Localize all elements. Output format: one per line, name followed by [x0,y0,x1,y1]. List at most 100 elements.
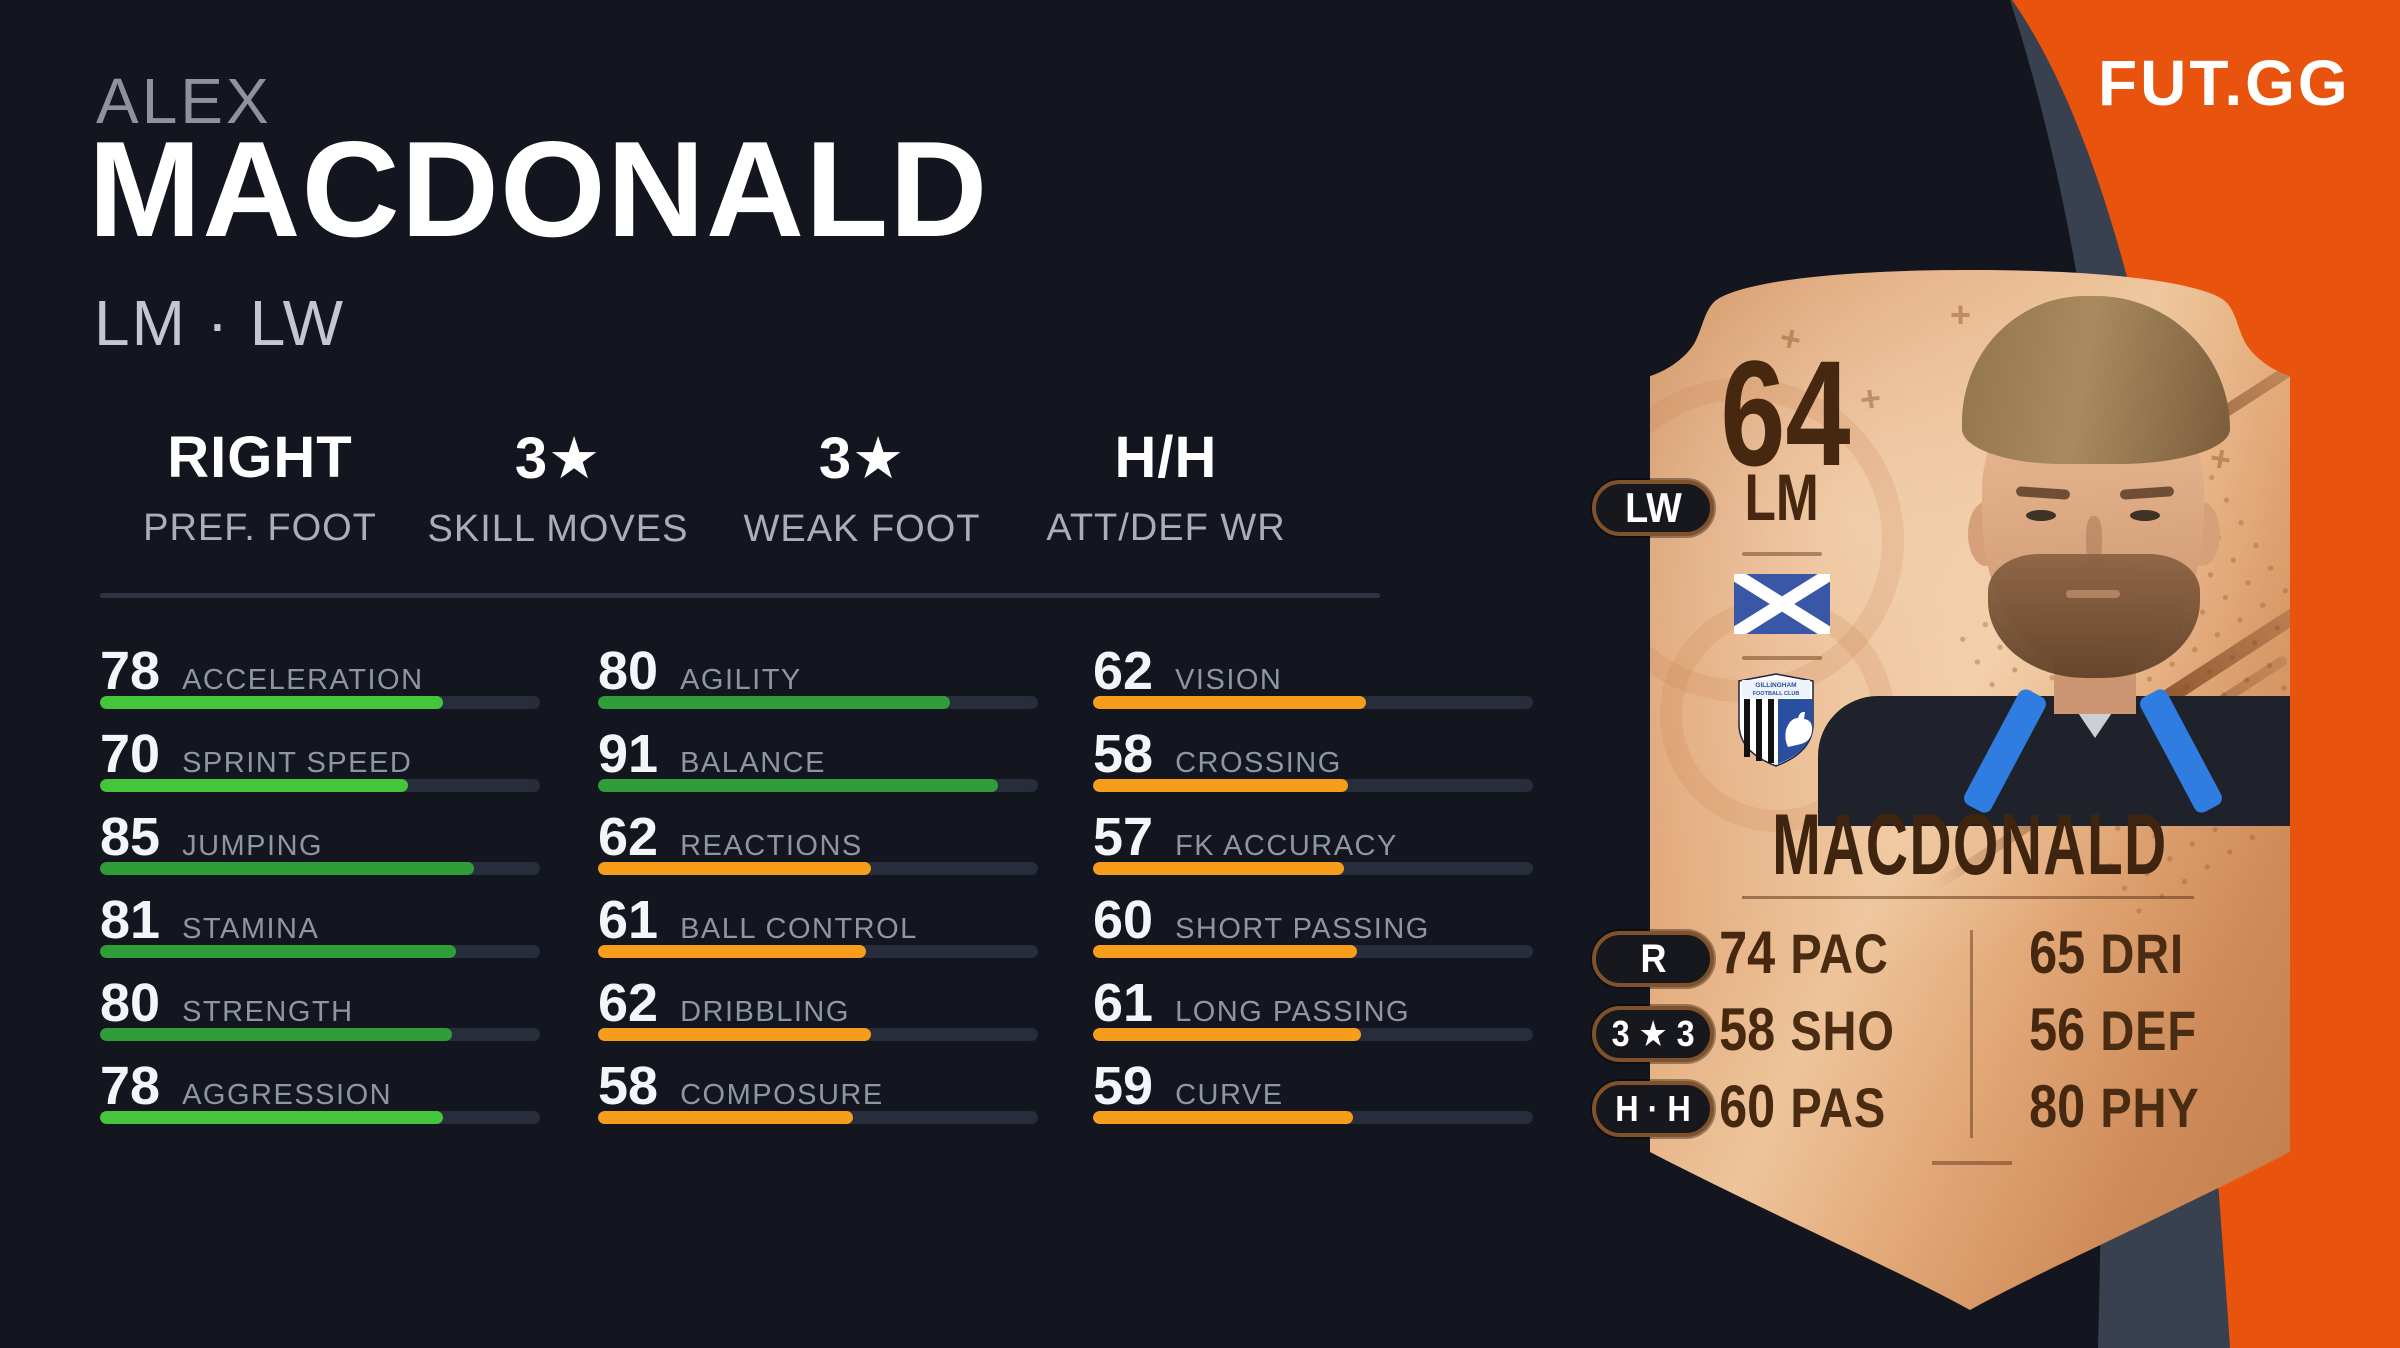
mouth [2066,590,2120,598]
weak-foot-label: WEAK FOOT [743,508,981,550]
card-stats-right: 65 DRI 56 DEF 80 PHY [1930,918,2236,1130]
stat-bar-track [1093,696,1533,709]
stat-bar-fill [598,779,999,792]
stat-label: AGGRESSION [182,1079,393,1111]
card-stats-divider [1970,930,1973,1138]
stat-value: 70 [100,724,161,784]
stat-value: 60 [1093,890,1154,950]
stat-value: 78 [100,1056,161,1116]
card-position: LM [1744,460,1820,534]
stat-label: VISION [1175,664,1283,696]
stat-crossing: 58 CROSSING [1093,723,1533,792]
card-stat-dri: 65 DRI [2029,919,2185,986]
stat-bar-track [1093,945,1533,958]
club-banner-line2: FOOTBALL CLUB [1753,691,1800,697]
stat-jumping: 85 JUMPING [100,806,540,875]
summary-pref-foot: RIGHT PREF. FOOT [143,424,377,550]
stat-value: 57 [1093,807,1154,867]
beard [1988,554,2200,678]
stat-bar-track [1093,1028,1533,1041]
card-bottom-line [1932,1161,2012,1165]
stat-bar-track [598,1028,1038,1041]
stat-bar-track [100,1111,540,1124]
stat-vision: 62 VISION [1093,640,1533,709]
stat-bar-track [100,1028,540,1041]
stat-strength: 80 STRENGTH [100,972,540,1041]
stat-value: 80 [598,641,659,701]
stat-label: ACCELERATION [182,664,424,696]
alt-position-pill: LW [1592,480,1714,536]
stat-label: SPRINT SPEED [182,747,413,779]
stat-bar-track [598,696,1038,709]
stat-reactions: 62 REACTIONS [598,806,1038,875]
stats-column-physical: 78 ACCELERATION 70 SPRINT SPEED 85 JUMPING … [100,640,540,1138]
stat-label: STAMINA [182,913,320,945]
pref-foot-value: RIGHT [167,425,353,490]
card-stats: 74 PAC 58 SHO 60 PAS 65 DRI 56 DEF 80 PHY [1708,918,2236,1130]
stat-bar-track [1093,779,1533,792]
stats-column-passing: 62 VISION 58 CROSSING 57 FK ACCURACY 60 SHOR… [1093,640,1533,1138]
stat-value: 62 [1093,641,1154,701]
stat-label: JUMPING [182,830,324,862]
stat-fk-accuracy: 57 FK ACCURACY [1093,806,1533,875]
stat-value: 91 [598,724,659,784]
card-rating: 64 [1720,329,1851,497]
nose [2086,516,2102,564]
card-stat-def: 56 DEF [2029,996,2198,1063]
skill-weak-pill: 3 ★ 3 [1592,1006,1714,1062]
card-stats-left: 74 PAC 58 SHO 60 PAS [1708,918,1930,1130]
work-rate-pill: H · H [1592,1081,1714,1137]
stat-value: 58 [1093,724,1154,784]
stat-value: 78 [100,641,161,701]
stat-dribbling: 62 DRIBBLING [598,972,1038,1041]
scotland-flag-icon [1734,574,1830,634]
stat-bar-track [598,862,1038,875]
stat-bar-fill [598,862,871,875]
stat-value: 62 [598,973,659,1033]
stat-balance: 91 BALANCE [598,723,1038,792]
stat-composure: 58 COMPOSURE [598,1055,1038,1124]
summary-skill-moves: 3★ SKILL MOVES [428,424,689,551]
stat-label: DRIBBLING [680,996,850,1028]
stat-bar-fill [100,696,444,709]
stat-label: BALL CONTROL [680,913,918,945]
player-first-name: ALEX [96,65,272,137]
card-player-name: MACDONALD [1772,797,2168,893]
stat-bar-track [598,1111,1038,1124]
skill-moves-value: 3★ [514,426,602,491]
card-stat-sho: 58 SHO [1719,996,1895,1063]
work-rate-label: ATT/DEF WR [1046,507,1286,549]
stat-value: 61 [598,890,659,950]
stat-bar-fill [598,1111,854,1124]
weak-foot-value: 3★ [818,426,906,491]
stat-bar-fill [100,779,408,792]
work-rate-value: H/H [1114,425,1218,490]
stat-label: CURVE [1175,1079,1284,1111]
card-stat-phy: 80 PHY [2029,1073,2200,1140]
fut-card-shield: 64 LM GILLINGHAM FOOTBALL CLUB [1650,268,2290,1312]
player-photo [1790,270,2290,826]
stat-bar-track [598,779,1038,792]
summary-work-rate: H/H ATT/DEF WR [1046,424,1285,550]
stat-curve: 59 CURVE [1093,1055,1533,1124]
player-positions: LM · LW [94,287,346,359]
stat-label: STRENGTH [182,996,354,1028]
stat-bar-fill [598,696,950,709]
stat-acceleration: 78 ACCELERATION [100,640,540,709]
card-name-underline [1742,896,2194,899]
divider-line [100,593,1380,598]
stat-value: 81 [100,890,161,950]
stat-bar-track [1093,1111,1533,1124]
card-stat-pas: 60 PAS [1719,1073,1887,1140]
stat-aggression: 78 AGGRESSION [100,1055,540,1124]
stat-bar-track [598,945,1038,958]
stat-agility: 80 AGILITY [598,640,1038,709]
gillingham-club-badge-icon: GILLINGHAM FOOTBALL CLUB [1736,672,1816,768]
foot-pill: R [1592,931,1714,987]
stat-long-passing: 61 LONG PASSING [1093,972,1533,1041]
stat-bar-track [1093,862,1533,875]
fut-card: 64 LM GILLINGHAM FOOTBALL CLUB [1650,268,2290,1318]
stat-bar-fill [100,945,457,958]
player-last-name: MACDONALD [88,113,989,265]
